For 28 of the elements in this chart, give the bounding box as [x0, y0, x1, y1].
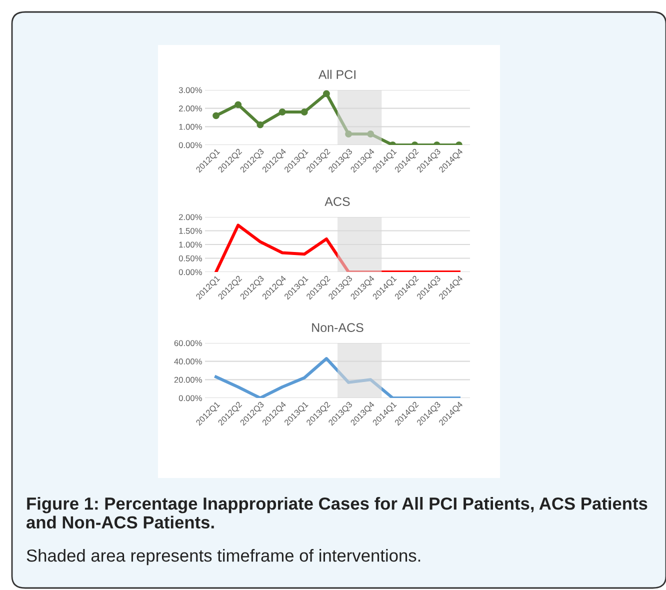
- line-series: [214, 357, 460, 398]
- point: [256, 121, 264, 128]
- y-tick-label: 0.00%: [178, 142, 202, 148]
- point: [278, 108, 286, 116]
- y-tick-label: 40.00%: [174, 358, 202, 364]
- y-tick-label: 2.00%: [179, 106, 202, 112]
- y-tick-label: 3.00%: [178, 87, 202, 94]
- point: [300, 108, 308, 116]
- line-series: [214, 224, 460, 272]
- point: [367, 130, 374, 138]
- point: [322, 90, 330, 98]
- y-tick-label: 1.00%: [179, 242, 202, 248]
- point: [212, 112, 220, 120]
- chart-title: ACS: [324, 197, 350, 206]
- chart-title: Non-ACS: [312, 323, 364, 332]
- y-tick-label: 60.00%: [174, 340, 202, 346]
- y-tick-label: 0.00%: [178, 395, 202, 402]
- y-tick-label: 0.00%: [178, 269, 202, 276]
- y-tick-label: 2.00%: [179, 214, 202, 220]
- caption: Figure 1: Percentage Inappropriate Cases for All PCI Patients, ACS Patients and Non-ACS Patients.: [26, 497, 648, 529]
- y-tick-label: 1.50%: [179, 228, 202, 234]
- point: [234, 101, 242, 108]
- y-tick-label: 20.00%: [174, 376, 202, 383]
- y-tick-label: 1.00%: [179, 124, 202, 130]
- chart-title: All PCI: [318, 70, 356, 80]
- text: Shaded area represents timeframe of interventions.: [26, 549, 420, 566]
- point: [345, 130, 352, 138]
- y-tick-label: 0.50%: [178, 255, 202, 262]
